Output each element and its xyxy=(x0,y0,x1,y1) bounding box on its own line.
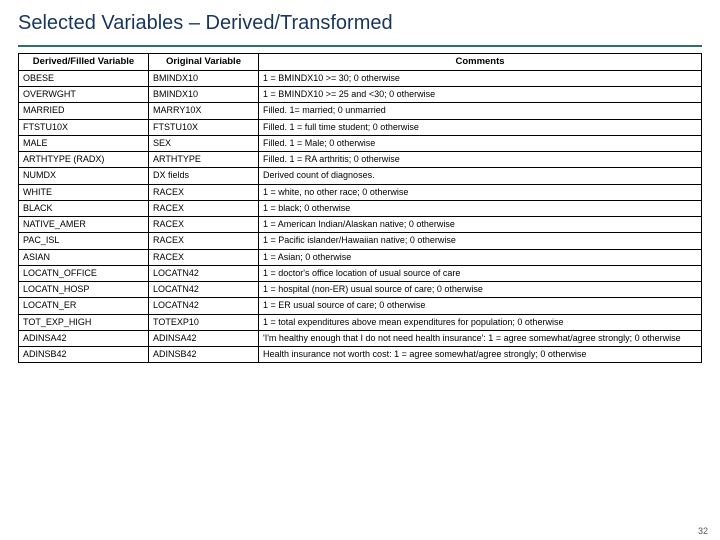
table-cell: 1 = Pacific islander/Hawaiian native; 0 … xyxy=(259,233,702,249)
table-cell: 1 = BMINDX10 >= 25 and <30; 0 otherwise xyxy=(259,87,702,103)
table-cell: NATIVE_AMER xyxy=(19,217,149,233)
table-row: MALESEXFilled. 1 = Male; 0 otherwise xyxy=(19,135,702,151)
table-cell: OVERWGHT xyxy=(19,87,149,103)
table-cell: LOCATN_ER xyxy=(19,298,149,314)
table-row: WHITERACEX1 = white, no other race; 0 ot… xyxy=(19,184,702,200)
table-row: ADINSA42ADINSA42'I'm healthy enough that… xyxy=(19,330,702,346)
table-cell: Filled. 1= married; 0 unmarried xyxy=(259,103,702,119)
table-row: LOCATN_HOSPLOCATN421 = hospital (non-ER)… xyxy=(19,282,702,298)
table-cell: TOTEXP10 xyxy=(149,314,259,330)
table-cell: 1 = doctor's office location of usual so… xyxy=(259,265,702,281)
table-cell: BMINDX10 xyxy=(149,87,259,103)
table-cell: MALE xyxy=(19,135,149,151)
table-cell: 1 = American Indian/Alaskan native; 0 ot… xyxy=(259,217,702,233)
table-cell: 1 = BMINDX10 >= 30; 0 otherwise xyxy=(259,70,702,86)
table-cell: RACEX xyxy=(149,217,259,233)
table-cell: LOCATN42 xyxy=(149,282,259,298)
table-cell: ASIAN xyxy=(19,249,149,265)
table-cell: PAC_ISL xyxy=(19,233,149,249)
table-cell: RACEX xyxy=(149,249,259,265)
table-header-row: Derived/Filled Variable Original Variabl… xyxy=(19,54,702,71)
table-cell: LOCATN_OFFICE xyxy=(19,265,149,281)
table-cell: LOCATN42 xyxy=(149,298,259,314)
table-cell: 1 = ER usual source of care; 0 otherwise xyxy=(259,298,702,314)
title-rule xyxy=(18,45,702,47)
table-cell: WHITE xyxy=(19,184,149,200)
table-row: PAC_ISLRACEX1 = Pacific islander/Hawaiia… xyxy=(19,233,702,249)
table-cell: SEX xyxy=(149,135,259,151)
table-row: BLACKRACEX1 = black; 0 otherwise xyxy=(19,200,702,216)
col-header-original: Original Variable xyxy=(149,54,259,71)
table-cell: ARTHTYPE (RADX) xyxy=(19,152,149,168)
table-row: OVERWGHTBMINDX101 = BMINDX10 >= 25 and <… xyxy=(19,87,702,103)
table-cell: 1 = white, no other race; 0 otherwise xyxy=(259,184,702,200)
table-row: FTSTU10XFTSTU10XFilled. 1 = full time st… xyxy=(19,119,702,135)
table-cell: RACEX xyxy=(149,184,259,200)
table-row: ARTHTYPE (RADX)ARTHTYPEFilled. 1 = RA ar… xyxy=(19,152,702,168)
table-row: LOCATN_ERLOCATN421 = ER usual source of … xyxy=(19,298,702,314)
table-cell: MARRY10X xyxy=(149,103,259,119)
table-cell: 1 = total expenditures above mean expend… xyxy=(259,314,702,330)
table-row: ADINSB42ADINSB42Health insurance not wor… xyxy=(19,347,702,363)
table-cell: 1 = black; 0 otherwise xyxy=(259,200,702,216)
table-cell: 1 = Asian; 0 otherwise xyxy=(259,249,702,265)
table-body: OBESEBMINDX101 = BMINDX10 >= 30; 0 other… xyxy=(19,70,702,363)
table-cell: BLACK xyxy=(19,200,149,216)
table-cell: ARTHTYPE xyxy=(149,152,259,168)
variables-table: Derived/Filled Variable Original Variabl… xyxy=(18,53,702,363)
table-cell: Filled. 1 = RA arthritis; 0 otherwise xyxy=(259,152,702,168)
page-number: 32 xyxy=(698,526,708,536)
table-cell: RACEX xyxy=(149,233,259,249)
table-row: TOT_EXP_HIGHTOTEXP101 = total expenditur… xyxy=(19,314,702,330)
table-cell: NUMDX xyxy=(19,168,149,184)
table-cell: Filled. 1 = Male; 0 otherwise xyxy=(259,135,702,151)
table-cell: Filled. 1 = full time student; 0 otherwi… xyxy=(259,119,702,135)
table-cell: LOCATN42 xyxy=(149,265,259,281)
col-header-derived: Derived/Filled Variable xyxy=(19,54,149,71)
table-row: MARRIEDMARRY10XFilled. 1= married; 0 unm… xyxy=(19,103,702,119)
table-cell: OBESE xyxy=(19,70,149,86)
table-row: ASIANRACEX1 = Asian; 0 otherwise xyxy=(19,249,702,265)
table-cell: RACEX xyxy=(149,200,259,216)
table-cell: Derived count of diagnoses. xyxy=(259,168,702,184)
table-cell: FTSTU10X xyxy=(149,119,259,135)
table-cell: MARRIED xyxy=(19,103,149,119)
table-cell: ADINSA42 xyxy=(19,330,149,346)
table-row: LOCATN_OFFICELOCATN421 = doctor's office… xyxy=(19,265,702,281)
table-cell: DX fields xyxy=(149,168,259,184)
table-cell: 1 = hospital (non-ER) usual source of ca… xyxy=(259,282,702,298)
table-cell: 'I'm healthy enough that I do not need h… xyxy=(259,330,702,346)
table-cell: ADINSB42 xyxy=(19,347,149,363)
table-cell: LOCATN_HOSP xyxy=(19,282,149,298)
table-cell: TOT_EXP_HIGH xyxy=(19,314,149,330)
table-row: NATIVE_AMERRACEX1 = American Indian/Alas… xyxy=(19,217,702,233)
table-cell: BMINDX10 xyxy=(149,70,259,86)
page-title: Selected Variables – Derived/Transformed xyxy=(18,12,702,39)
table-cell: FTSTU10X xyxy=(19,119,149,135)
table-cell: ADINSB42 xyxy=(149,347,259,363)
table-cell: Health insurance not worth cost: 1 = agr… xyxy=(259,347,702,363)
table-cell: ADINSA42 xyxy=(149,330,259,346)
table-row: OBESEBMINDX101 = BMINDX10 >= 30; 0 other… xyxy=(19,70,702,86)
col-header-comments: Comments xyxy=(259,54,702,71)
table-row: NUMDXDX fieldsDerived count of diagnoses… xyxy=(19,168,702,184)
